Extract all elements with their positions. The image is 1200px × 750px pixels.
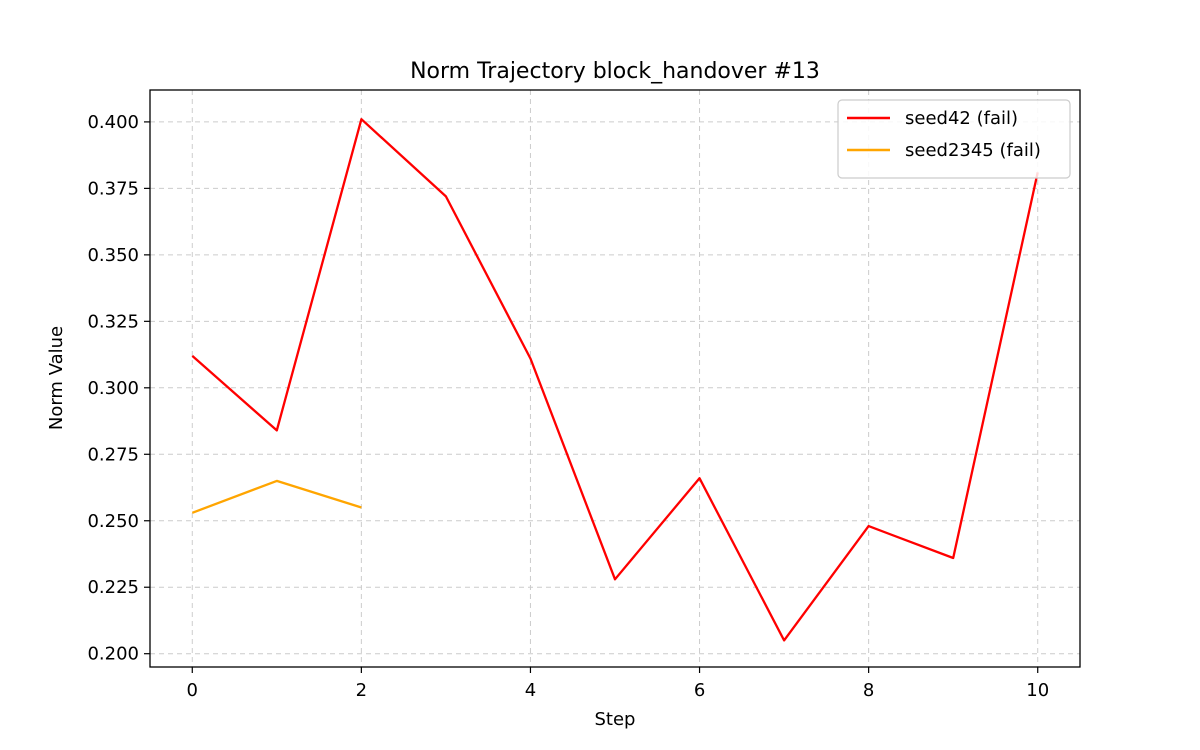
y-tick-label: 0.200	[87, 644, 139, 665]
series-line-2	[191, 479, 362, 514]
y-tick-label: 0.375	[87, 178, 139, 199]
y-tick-label: 0.400	[87, 112, 139, 133]
legend-label: seed2345 (fail)	[905, 140, 1041, 161]
x-tick-label: 8	[863, 680, 874, 701]
y-tick-label: 0.350	[87, 245, 139, 266]
x-tick-label: 6	[694, 680, 705, 701]
legend-box	[837, 99, 1071, 179]
y-tick-label: 0.225	[87, 577, 139, 598]
y-axis: 0.200 0.225 0.250 0.275 0.300 0.325 0.350 0.375…	[87, 112, 150, 665]
series-layer	[191, 118, 1039, 642]
legend: seed42 (fail) seed2345 (fail)	[837, 99, 1071, 179]
chart-title: Norm Trajectory block_handover #13	[410, 59, 820, 84]
x-axis: 0 2 4 6 8 10	[187, 667, 1049, 701]
y-tick-label: 0.325	[87, 311, 139, 332]
x-tick-label: 4	[525, 680, 536, 701]
plot-frame	[149, 89, 1081, 668]
x-axis-label: Step	[595, 709, 636, 730]
y-tick-label: 0.250	[87, 511, 139, 532]
x-tick-label: 10	[1026, 680, 1049, 701]
series-line-1	[191, 118, 1039, 642]
y-tick-label: 0.275	[87, 444, 139, 465]
y-tick-label: 0.300	[87, 378, 139, 399]
x-tick-label: 2	[356, 680, 367, 701]
x-tick-label: 0	[187, 680, 198, 701]
legend-label: seed42 (fail)	[905, 108, 1018, 129]
y-axis-label: Norm Value	[46, 326, 67, 430]
